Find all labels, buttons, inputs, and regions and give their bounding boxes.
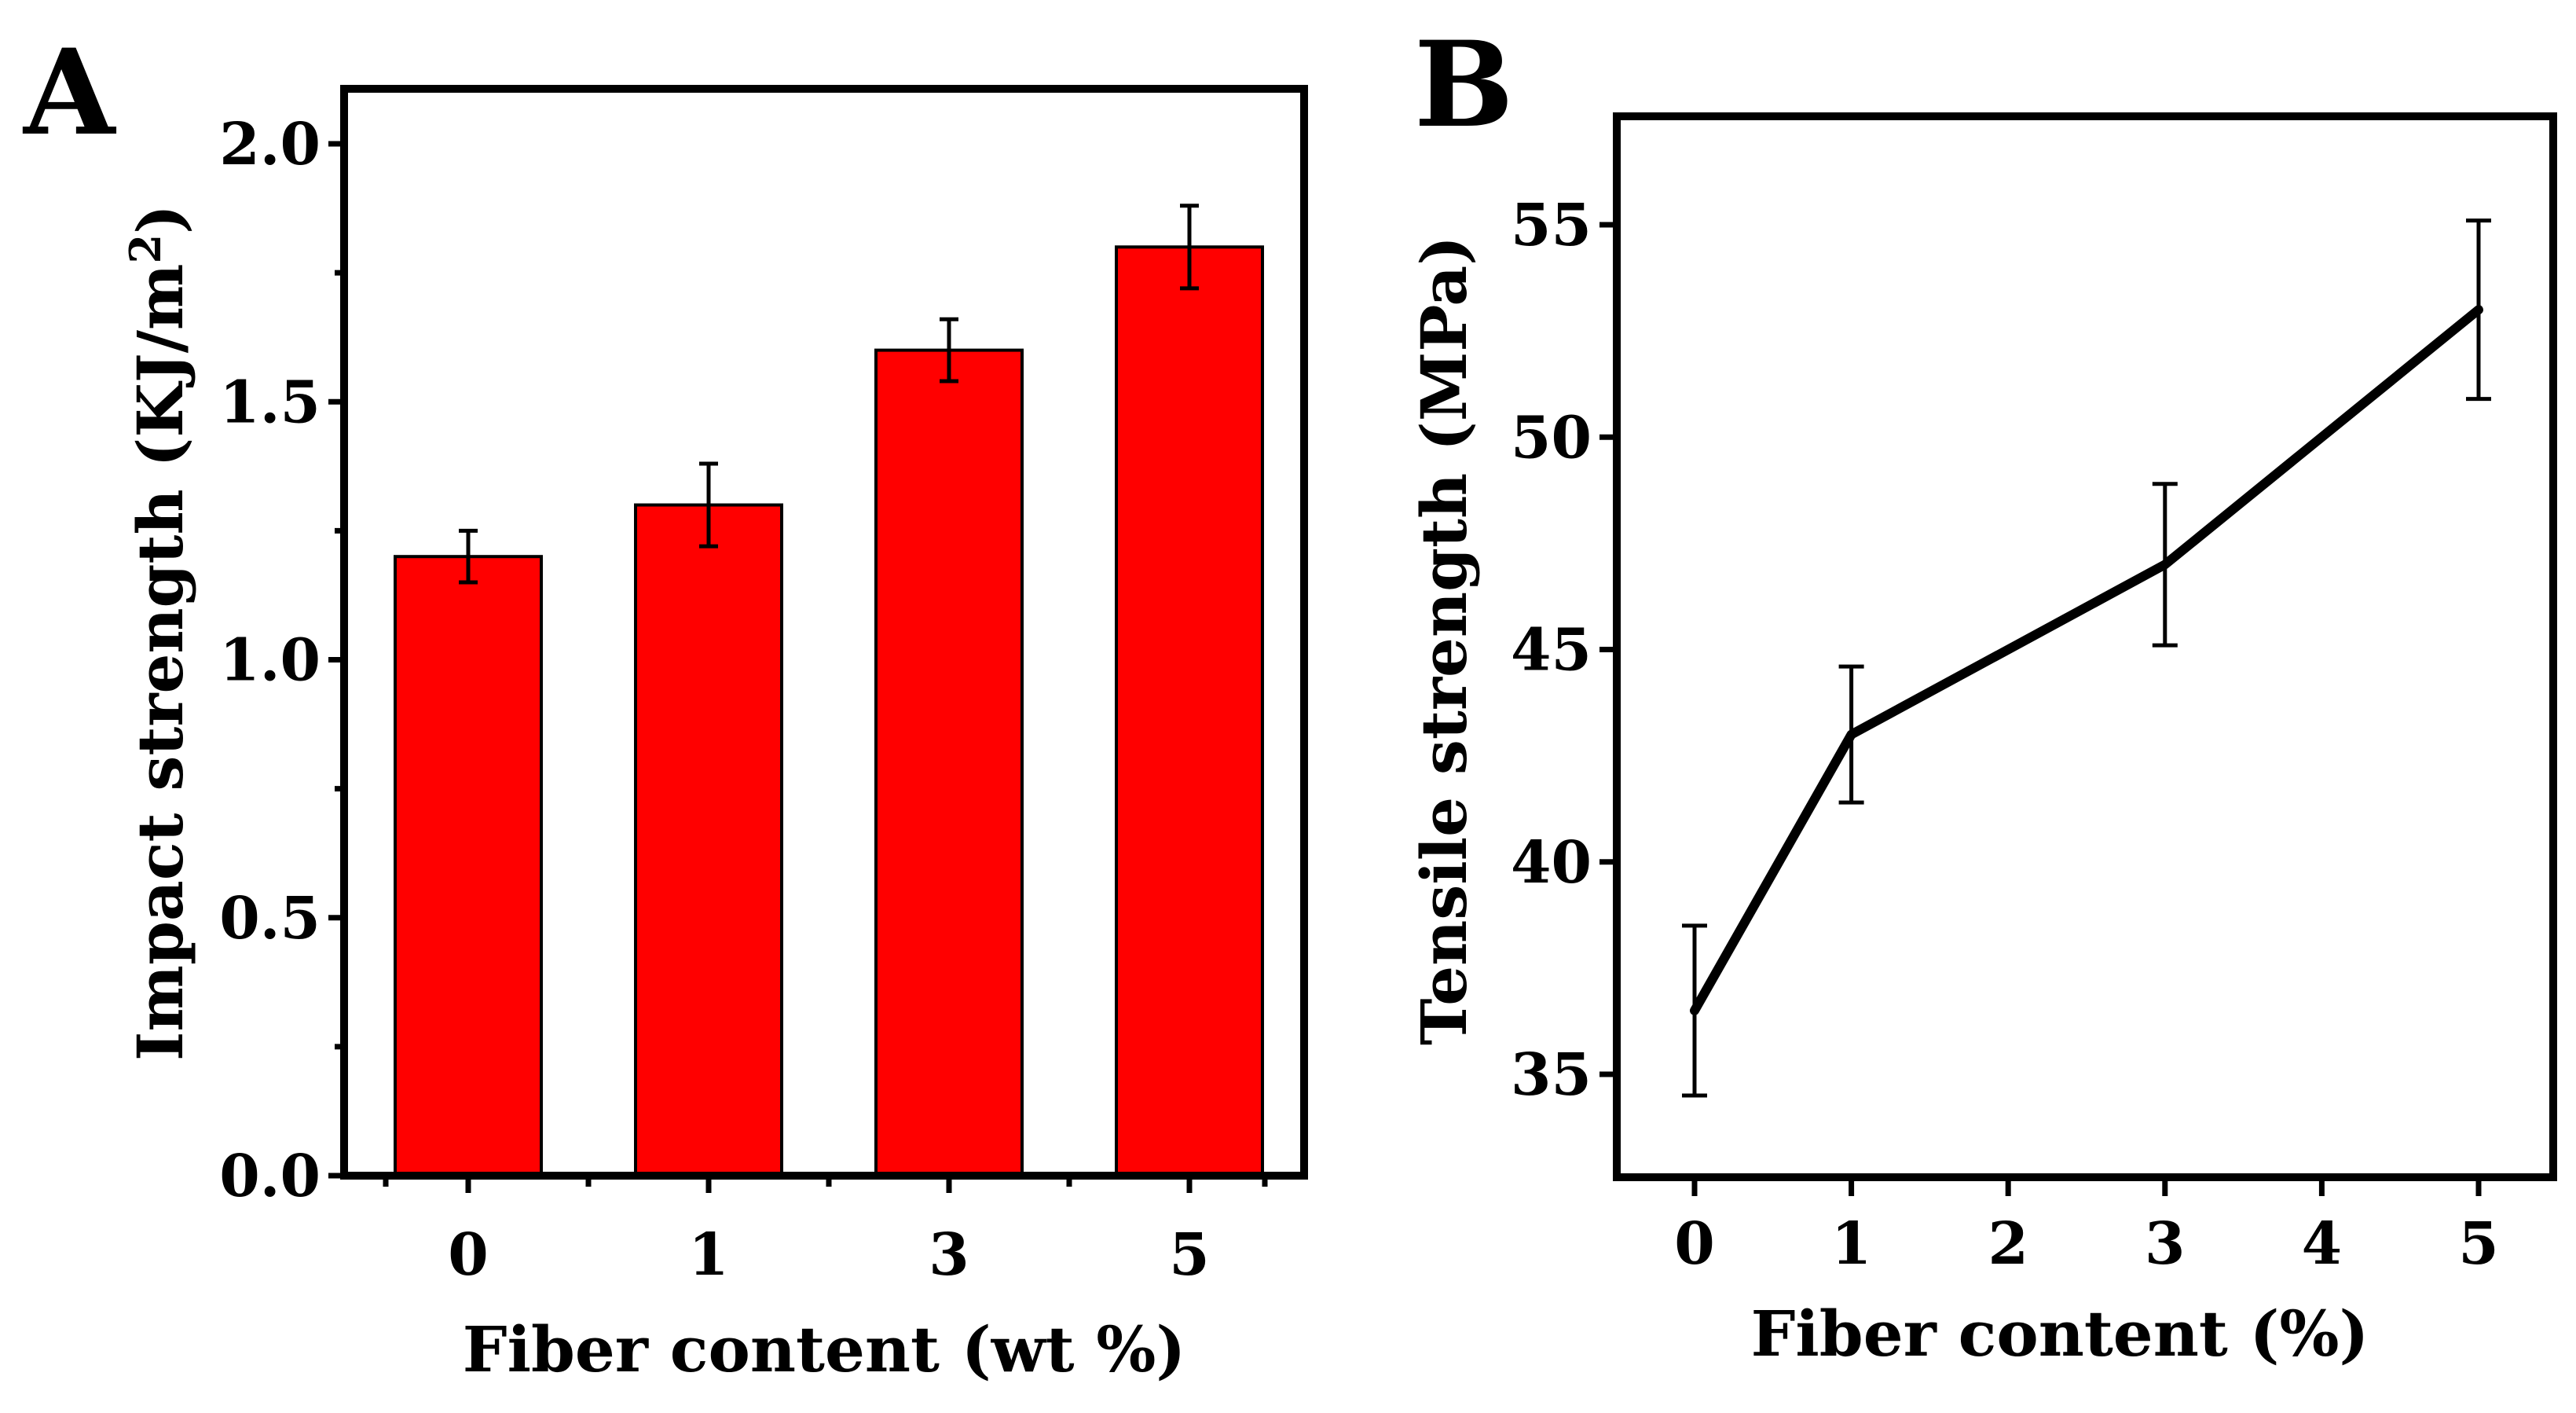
panel-b-frame [1613, 112, 2557, 1181]
error-bar-0 [459, 528, 478, 585]
panel-a-y-axis-title-sup: 2 [120, 234, 170, 264]
panel-b-error-bars [1682, 218, 2491, 1098]
panel-b-y-ticks: 35 40 45 50 55 [1511, 192, 1617, 1109]
error-bar-1 [699, 461, 718, 549]
x-tick-label: 5 [1169, 1221, 1210, 1289]
panel-a: A 0.0 0.5 1.0 1.5 2.0 0 1 3 5 Fiber content (wt… [22, 24, 1308, 1386]
y-tick-label: 0.5 [219, 885, 321, 952]
error-bar-5 [2466, 218, 2491, 402]
panel-b-x-ticks: 0 1 2 3 4 5 [1674, 1177, 2499, 1278]
y-tick-label: 45 [1511, 617, 1592, 684]
bar-0 [394, 555, 543, 1177]
y-tick-label: 2.0 [219, 111, 321, 178]
panel-a-y-axis-title-close: ) [123, 204, 197, 234]
x-tick-label: 3 [2145, 1210, 2186, 1278]
error-bar-3 [940, 317, 958, 384]
panel-b-y-axis-title: Tensile strength (MPa) [1407, 236, 1481, 1045]
panel-a-error-bars [459, 204, 1199, 585]
x-tick-label: 1 [688, 1221, 729, 1289]
panel-b-series-line [1690, 305, 2483, 1015]
panel-a-x-axis-title: Fiber content (wt %) [463, 1312, 1185, 1386]
panel-b-letter: B [1414, 16, 1514, 154]
bar-5 [1115, 245, 1264, 1177]
x-tick-label: 1 [1831, 1210, 1872, 1278]
y-tick-label: 0.0 [219, 1143, 321, 1210]
panel-a-y-axis-title: Impact strength (KJ/m2) [120, 204, 197, 1061]
y-tick-label: 40 [1511, 829, 1592, 897]
panel-b-x-axis-title: Fiber content (%) [1751, 1297, 2369, 1371]
y-tick-label: 55 [1511, 192, 1592, 259]
x-tick-label: 5 [2458, 1210, 2499, 1278]
panel-a-y-ticks: 0.0 0.5 1.0 1.5 2.0 [219, 111, 344, 1210]
panel-a-letter: A [22, 24, 117, 162]
panel-a-frame [340, 85, 1308, 1180]
panel-a-y-axis-title-main: Impact strength (KJ/m [123, 263, 197, 1061]
error-bar-0 [1682, 923, 1707, 1098]
x-tick-label: 3 [929, 1221, 969, 1289]
x-tick-label: 2 [1988, 1210, 2028, 1278]
panel-a-x-ticks: 0 1 3 5 [383, 1176, 1268, 1289]
x-tick-label: 0 [1674, 1210, 1715, 1278]
bar-1 [634, 503, 783, 1177]
y-tick-label: 1.5 [219, 369, 321, 436]
bar-3 [874, 348, 1024, 1178]
panel-a-bars [394, 245, 1264, 1178]
error-bar-1 [1838, 664, 1864, 805]
y-tick-label: 50 [1511, 404, 1592, 472]
x-tick-label: 4 [2302, 1210, 2343, 1278]
error-bar-5 [1180, 204, 1199, 291]
y-tick-label: 35 [1511, 1041, 1592, 1109]
x-tick-label: 0 [448, 1221, 489, 1289]
error-bar-3 [2152, 482, 2178, 648]
y-tick-label: 1.0 [219, 627, 321, 695]
